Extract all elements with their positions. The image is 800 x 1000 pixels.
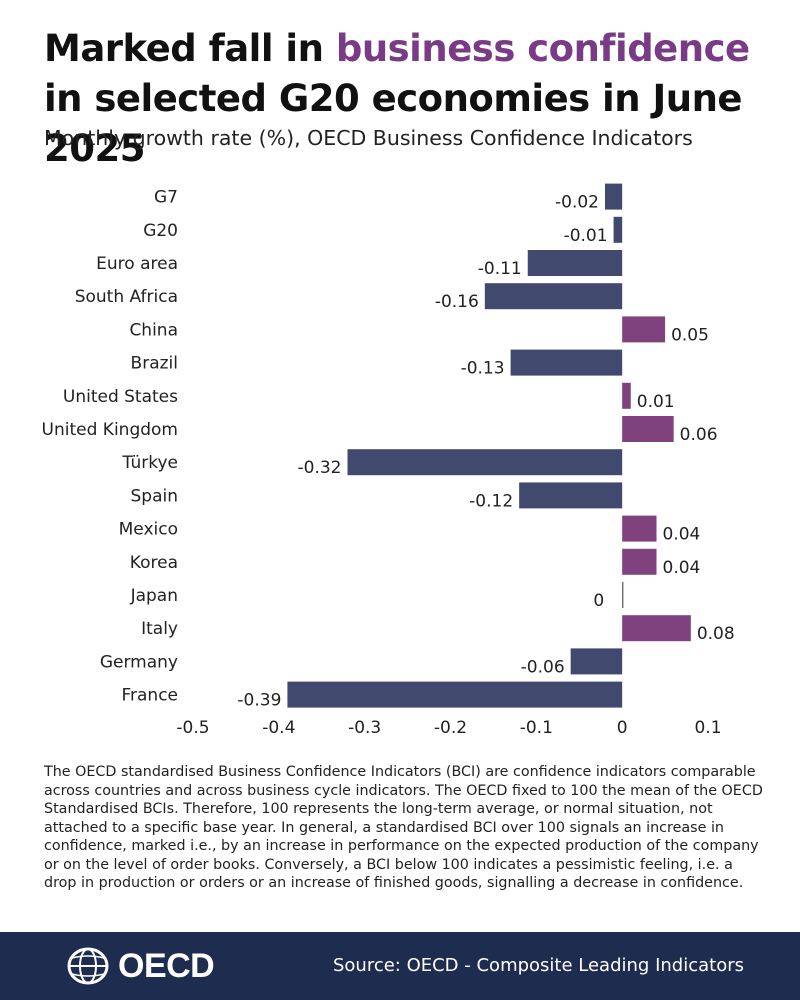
bar-germany	[570, 648, 623, 675]
value-label-japan: 0	[593, 591, 604, 611]
value-label-united-states: 0.01	[637, 392, 675, 412]
bar-united-states	[622, 382, 631, 409]
category-label-spain: Spain	[131, 486, 179, 506]
bar-mexico	[622, 515, 657, 542]
x-tick-label-4: -0.1	[520, 718, 553, 738]
value-label-g20: -0.01	[564, 226, 608, 246]
bar-euro-area	[527, 250, 623, 276]
title-highlight: business confidence	[335, 27, 750, 70]
x-tick-label-1: -0.4	[262, 718, 295, 738]
footer-bar: OECD Source: OECD - Composite Leading In…	[0, 932, 800, 1000]
category-label-g20: G20	[143, 221, 178, 241]
bar-japan	[622, 582, 624, 608]
bar-turkye	[347, 449, 623, 476]
bar-south-africa	[484, 283, 623, 310]
x-tick-label-2: -0.3	[348, 718, 381, 738]
x-tick-label-5: 0	[617, 718, 628, 738]
value-label-france: -0.39	[237, 691, 281, 711]
bar-chart: G7 -0.02 G20 -0.01 Euro area -0.11 South Afric…	[42, 183, 735, 738]
bar-korea	[622, 548, 657, 575]
footnote: The OECD standardised Business Confidenc…	[44, 764, 763, 891]
value-label-germany: -0.06	[521, 657, 565, 677]
x-tick-label-6: 0.1	[694, 718, 721, 738]
value-label-brazil: -0.13	[461, 359, 505, 379]
value-label-g7: -0.02	[555, 193, 599, 213]
category-label-g7: G7	[154, 188, 178, 208]
category-label-korea: Korea	[130, 553, 178, 573]
value-label-mexico: 0.04	[663, 525, 701, 545]
category-label-mexico: Mexico	[119, 520, 178, 540]
oecd-logo-text: OECD	[118, 947, 215, 985]
category-label-south-africa: South Africa	[75, 287, 178, 307]
category-label-brazil: Brazil	[131, 354, 178, 374]
title-part-2: in selected G20 economies in June 2025	[44, 77, 743, 170]
bar-brazil	[510, 349, 623, 376]
bar-g7	[605, 183, 623, 210]
bar-france	[287, 681, 623, 708]
value-label-turkye: -0.32	[298, 458, 342, 478]
chart-subtitle: Monthly growth rate (%), OECD Business C…	[44, 126, 693, 150]
value-label-united-kingdom: 0.06	[680, 425, 718, 445]
bar-spain	[519, 482, 623, 509]
x-tick-label-0: -0.5	[176, 718, 209, 738]
bar-g20	[613, 216, 623, 243]
bar-china	[622, 316, 666, 343]
value-label-euro-area: -0.11	[478, 259, 522, 279]
value-label-south-africa: -0.16	[435, 292, 479, 312]
bar-united-kingdom	[622, 416, 674, 442]
source-text: Source: OECD - Composite Leading Indicat…	[332, 955, 744, 976]
x-tick-label-3: -0.2	[434, 718, 467, 738]
category-label-united-kingdom: United Kingdom	[42, 420, 178, 440]
oecd-globe-icon	[67, 947, 109, 985]
value-label-italy: 0.08	[697, 624, 735, 644]
chart-title: Marked fall in business confidence in se…	[44, 24, 784, 174]
category-label-turkye: Türkye	[121, 453, 178, 473]
bar-italy	[622, 615, 691, 642]
category-label-japan: Japan	[130, 586, 178, 606]
value-label-spain: -0.12	[469, 491, 513, 511]
title-part-1: Marked fall in	[44, 27, 336, 70]
category-label-china: China	[129, 320, 178, 340]
value-label-korea: 0.04	[663, 558, 701, 578]
category-label-france: France	[121, 686, 178, 706]
category-label-euro-area: Euro area	[96, 254, 178, 274]
category-label-germany: Germany	[100, 652, 178, 672]
category-label-italy: Italy	[141, 619, 178, 639]
value-label-china: 0.05	[671, 325, 709, 345]
category-label-united-states: United States	[63, 387, 178, 407]
